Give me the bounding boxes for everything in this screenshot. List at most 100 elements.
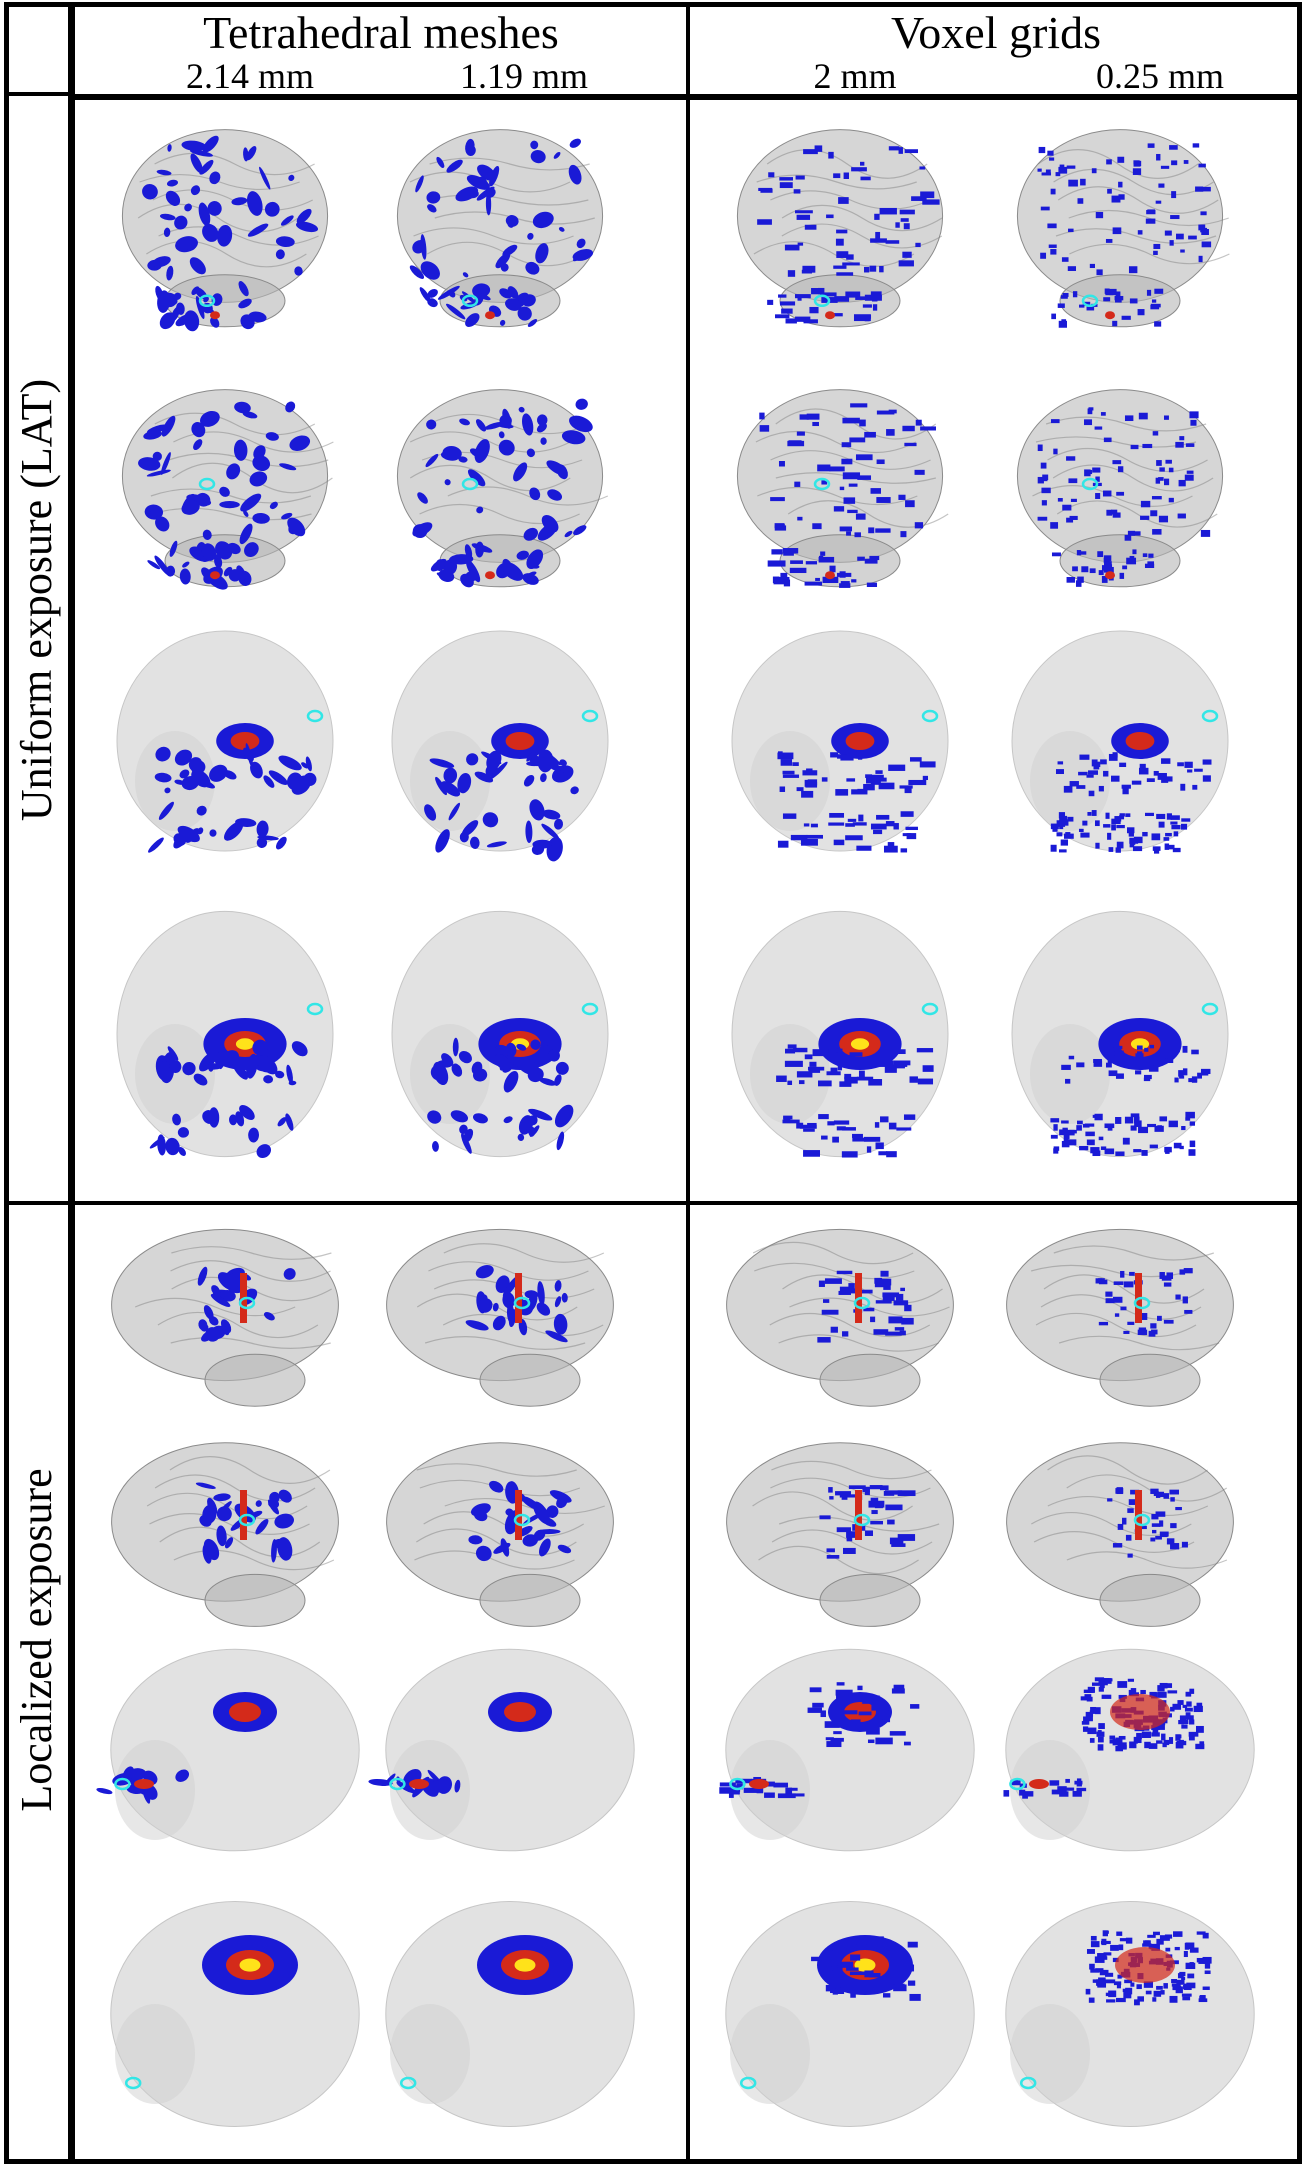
hotspot-voxel	[856, 1940, 867, 1945]
hotspot-blob	[475, 1545, 492, 1562]
hotspot-voxel	[1196, 1702, 1203, 1708]
hotspot-voxel	[801, 269, 813, 274]
hotspot-blob	[467, 190, 479, 199]
hotspot-voxel	[919, 166, 926, 170]
hotspot-voxel	[1078, 828, 1084, 833]
hotspot-voxel	[1156, 1985, 1163, 1990]
hotspot-voxel	[868, 1500, 885, 1508]
hotspot-blob	[475, 1265, 494, 1279]
hotspot-voxel	[1191, 1049, 1199, 1055]
hotspot-blob	[186, 244, 196, 251]
hotspot-blob	[269, 501, 278, 510]
hotspot-blob	[156, 169, 172, 176]
hotspot-voxel	[1169, 240, 1174, 246]
panel-head-side-oblique-tet-1.19mm	[385, 1900, 635, 2128]
hotspot-voxel	[1184, 1309, 1193, 1314]
hotspot-voxel	[1129, 841, 1135, 848]
hotspot-blob	[265, 432, 279, 441]
hotspot-voxel	[844, 1073, 852, 1080]
hotspot-voxel	[1115, 1488, 1124, 1494]
hotspot-voxel	[1082, 1726, 1089, 1732]
peak-marker-icon	[921, 709, 939, 723]
hotspot-voxel	[1120, 1270, 1125, 1278]
hotspot-voxel	[867, 1739, 875, 1744]
hotspot-blob	[525, 261, 540, 275]
hotspot-blob	[255, 1518, 269, 1535]
hotspot-voxel	[1105, 1062, 1112, 1068]
hotspot-blob	[546, 1505, 559, 1518]
hotspot-voxel	[885, 240, 900, 244]
hotspot-voxel	[1151, 299, 1157, 303]
hotspot-voxel	[1040, 206, 1050, 211]
hotspot-voxel	[1105, 1972, 1114, 1977]
gyrus-line	[1066, 1551, 1228, 1569]
hotspot-blob	[218, 1501, 232, 1515]
hotspot-voxel	[1173, 1142, 1182, 1149]
hotspot-blob	[154, 555, 171, 576]
hotspot-voxel	[1092, 1150, 1101, 1157]
hotspot-voxel	[854, 532, 861, 538]
hotspot-voxel	[893, 1300, 909, 1306]
cerebellum	[439, 274, 561, 328]
hotspot-voxel	[1170, 1523, 1177, 1529]
hotspot-blob	[174, 215, 188, 230]
hotspot-voxel	[833, 265, 847, 269]
hotspot-voxel	[1081, 566, 1089, 573]
hotspot-voxel	[876, 459, 885, 465]
hotspot-voxel	[779, 177, 793, 181]
hotspot-blob	[396, 1781, 416, 1794]
peak-marker-icon	[238, 1513, 256, 1527]
hotspot-blob	[561, 1292, 568, 1303]
hotspot-voxel	[852, 1137, 868, 1142]
hotspot-voxel	[1156, 460, 1162, 466]
hotspot-blob	[190, 185, 201, 196]
hotspot-blob	[182, 1061, 196, 1076]
hotspot-voxel	[1130, 1113, 1140, 1118]
hotspot-voxel	[874, 1122, 880, 1128]
hotspot-blob	[539, 1538, 551, 1557]
hotspot-blob	[269, 1491, 280, 1504]
hotspot-blob	[536, 1302, 551, 1316]
hotspot-blob	[275, 236, 295, 248]
hotspot-blob	[521, 413, 534, 436]
hotspot-voxel	[1202, 1932, 1209, 1939]
hotspot-blob	[513, 462, 528, 482]
cerebellum	[1099, 1573, 1201, 1627]
hotspot-voxel	[809, 1687, 822, 1693]
hotspot-voxel	[888, 409, 897, 414]
hotspot-voxel	[870, 823, 887, 830]
hotspot-voxel	[870, 488, 881, 494]
hotspot-voxel	[870, 238, 887, 243]
hotspot-voxel	[836, 1270, 853, 1275]
hotspot-voxel	[1068, 228, 1074, 233]
hotspot-blob	[295, 221, 319, 233]
hotspot-blob	[191, 422, 206, 438]
hotspot-voxel	[866, 582, 878, 588]
hotspot-voxel	[1166, 1538, 1175, 1545]
peak-marker-icon	[853, 1296, 871, 1310]
hotspot-voxel	[1105, 1291, 1113, 1297]
hotspot-voxel	[832, 1988, 838, 1995]
gyrus-line	[752, 1241, 914, 1265]
gyrus-line	[170, 1260, 331, 1282]
hotspot-voxel	[1089, 1963, 1095, 1970]
hotspot-voxel	[1037, 476, 1044, 484]
hotspot-voxel	[1077, 198, 1084, 204]
hotspot-blob	[475, 419, 487, 432]
hotspot-voxel	[810, 823, 818, 828]
hotspot-voxel	[1163, 1493, 1170, 1499]
hotspot-voxel	[1070, 498, 1077, 502]
hotspot-voxel	[861, 1289, 873, 1294]
hotspot-voxel	[1098, 785, 1104, 792]
hotspot-voxel	[1092, 1979, 1100, 1983]
hotspot-voxel	[1082, 820, 1088, 826]
hotspot-voxel	[1107, 1058, 1115, 1064]
hotspot-voxel	[1148, 1743, 1158, 1749]
hotspot-voxel	[806, 413, 820, 420]
panel-head-side-oblique-voxel-0.25mm	[1005, 1900, 1255, 2128]
hotspot-voxel	[811, 1956, 827, 1962]
hotspot-blob	[174, 749, 193, 766]
hotspot-voxel	[846, 1967, 859, 1971]
hotspot-blob	[217, 224, 233, 247]
hotspot-blob	[546, 460, 568, 476]
